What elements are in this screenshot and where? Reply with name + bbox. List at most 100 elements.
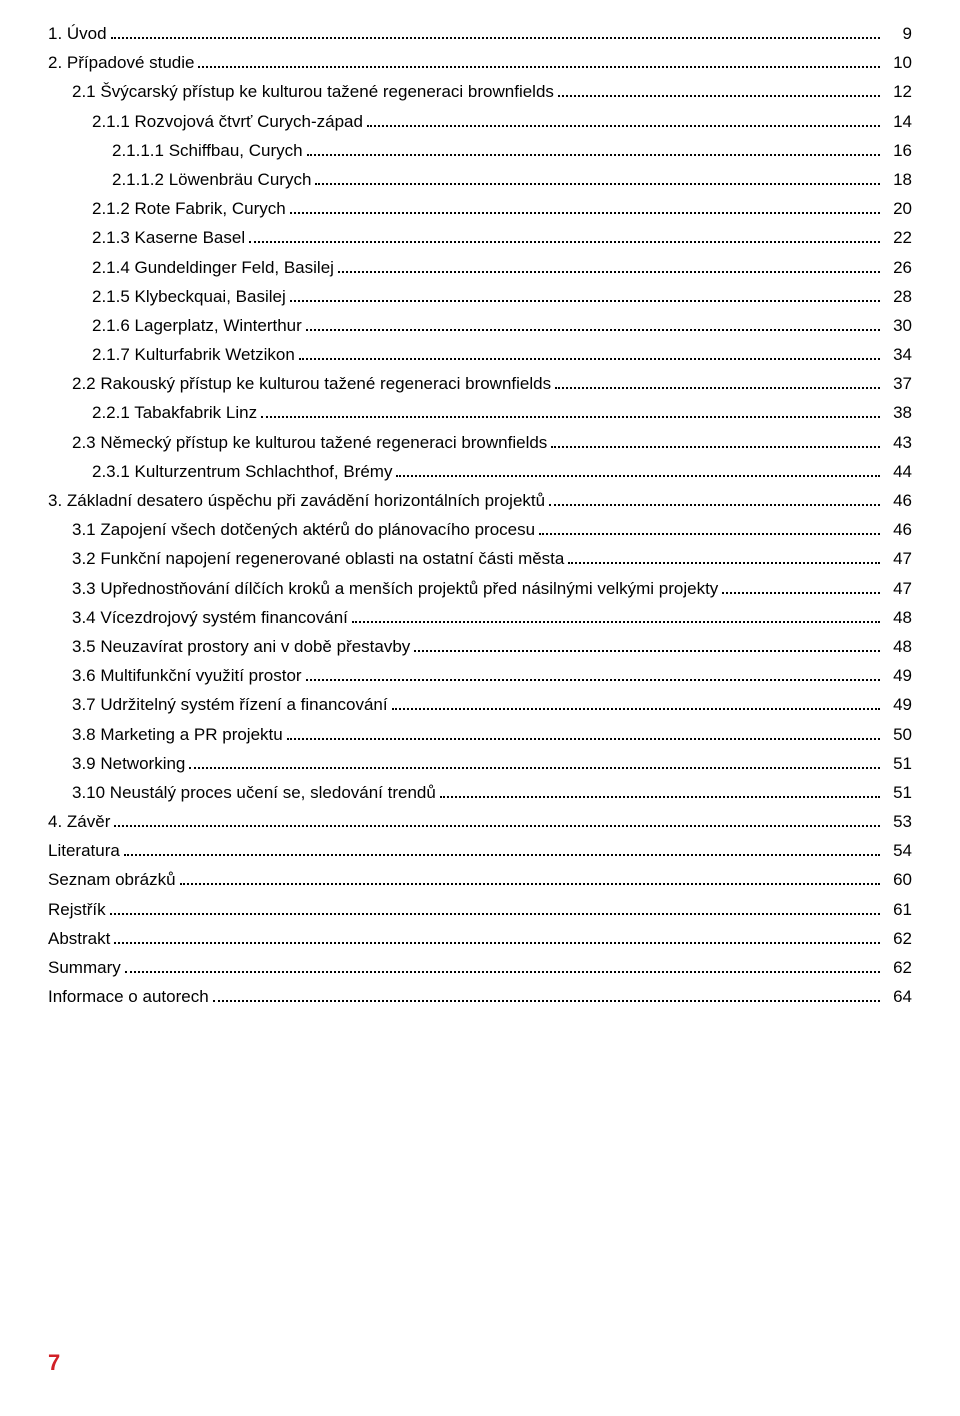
toc-dot-leader	[124, 847, 880, 857]
toc-title: 2.1 Švýcarský přístup ke kulturou tažené…	[72, 78, 554, 105]
toc-dot-leader	[125, 963, 880, 973]
toc-dot-leader	[352, 613, 880, 623]
toc-title: 2.1.3 Kaserne Basel	[92, 224, 245, 251]
toc-dot-leader	[213, 993, 880, 1003]
toc-page: 62	[884, 954, 912, 981]
toc-row: Rejstřík 61	[48, 896, 912, 923]
toc-row: 3.4 Vícezdrojový systém financování 48	[48, 604, 912, 631]
toc-title: Informace o autorech	[48, 983, 209, 1010]
toc-row: 2.1.4 Gundeldinger Feld, Basilej26	[48, 254, 912, 281]
toc-row: 3.10 Neustálý proces učení se, sledování…	[48, 779, 912, 806]
toc-title: 3.1 Zapojení všech dotčených aktérů do p…	[72, 516, 535, 543]
toc-title: 3.6 Multifunkční využití prostor	[72, 662, 302, 689]
toc-dot-leader	[114, 817, 880, 827]
toc-dot-leader	[551, 438, 880, 448]
toc-dot-leader	[111, 29, 880, 39]
toc-page: 49	[884, 662, 912, 689]
toc-page: 37	[884, 370, 912, 397]
toc-row: 2.1.1 Rozvojová čtvrť Curych-západ14	[48, 108, 912, 135]
toc-page: 62	[884, 925, 912, 952]
toc-row: 3. Základní desatero úspěchu při zaváděn…	[48, 487, 912, 514]
toc-page: 60	[884, 866, 912, 893]
toc-row: Seznam obrázků60	[48, 866, 912, 893]
toc-title: 2.1.6 Lagerplatz, Winterthur	[92, 312, 302, 339]
toc-dot-leader	[198, 59, 880, 69]
toc-page: 46	[884, 487, 912, 514]
toc-dot-leader	[315, 175, 880, 185]
toc-row: 2.1.3 Kaserne Basel22	[48, 224, 912, 251]
toc-page: 16	[884, 137, 912, 164]
toc-title: Rejstřík	[48, 896, 106, 923]
toc-page: 12	[884, 78, 912, 105]
toc-row: 2.1.1.2 Löwenbräu Curych18	[48, 166, 912, 193]
toc-dot-leader	[568, 555, 880, 565]
toc-row: 3.1 Zapojení všech dotčených aktérů do p…	[48, 516, 912, 543]
toc-page: 38	[884, 399, 912, 426]
toc-page: 61	[884, 896, 912, 923]
toc-page: 43	[884, 429, 912, 456]
toc-title: 3.7 Udržitelný systém řízení a financová…	[72, 691, 388, 718]
toc-dot-leader	[414, 642, 880, 652]
toc-title: 2.1.7 Kulturfabrik Wetzikon	[92, 341, 295, 368]
toc-row: 3.3 Upřednostňování dílčích kroků a menš…	[48, 575, 912, 602]
toc-row: 2.3.1 Kulturzentrum Schlachthof, Brémy 44	[48, 458, 912, 485]
toc-dot-leader	[180, 876, 880, 886]
toc-title: 2.3.1 Kulturzentrum Schlachthof, Brémy	[92, 458, 392, 485]
toc-page: 9	[884, 20, 912, 47]
toc-dot-leader	[114, 934, 880, 944]
toc-row: 3.5 Neuzavírat prostory ani v době přest…	[48, 633, 912, 660]
toc-dot-leader	[392, 701, 880, 711]
toc-title: 2.2.1 Tabakfabrik Linz	[92, 399, 257, 426]
toc-dot-leader	[558, 88, 880, 98]
toc-title: 2.3 Německý přístup ke kulturou tažené r…	[72, 429, 547, 456]
toc-row: 2.2 Rakouský přístup ke kulturou tažené …	[48, 370, 912, 397]
toc-page: 48	[884, 633, 912, 660]
toc-row: 3.9 Networking51	[48, 750, 912, 777]
toc-row: Literatura54	[48, 837, 912, 864]
toc-page: 44	[884, 458, 912, 485]
toc-title: 2.2 Rakouský přístup ke kulturou tažené …	[72, 370, 551, 397]
toc-dot-leader	[440, 788, 880, 798]
toc-dot-leader	[549, 496, 880, 506]
toc-row: 4. Závěr53	[48, 808, 912, 835]
toc-page: 20	[884, 195, 912, 222]
toc-page: 46	[884, 516, 912, 543]
toc-page: 51	[884, 779, 912, 806]
toc-page: 49	[884, 691, 912, 718]
toc-dot-leader	[396, 467, 880, 477]
toc-title: 2.1.1 Rozvojová čtvrť Curych-západ	[92, 108, 363, 135]
toc-row: 3.2 Funkční napojení regenerované oblast…	[48, 545, 912, 572]
toc-page: 48	[884, 604, 912, 631]
toc-title: 2.1.5 Klybeckquai, Basilej	[92, 283, 286, 310]
toc-title: 3.4 Vícezdrojový systém financování	[72, 604, 348, 631]
toc-dot-leader	[539, 526, 880, 536]
toc-title: Summary	[48, 954, 121, 981]
toc-title: Abstrakt	[48, 925, 110, 952]
toc-title: 2. Případové studie	[48, 49, 194, 76]
toc-title: 3. Základní desatero úspěchu při zaváděn…	[48, 487, 545, 514]
toc-row: 2.1 Švýcarský přístup ke kulturou tažené…	[48, 78, 912, 105]
toc-row: 2.3 Německý přístup ke kulturou tažené r…	[48, 429, 912, 456]
toc-title: 1. Úvod	[48, 20, 107, 47]
toc-title: 3.2 Funkční napojení regenerované oblast…	[72, 545, 564, 572]
toc-page: 64	[884, 983, 912, 1010]
toc-dot-leader	[249, 234, 880, 244]
toc-dot-leader	[338, 263, 880, 273]
toc-dot-leader	[306, 321, 880, 331]
toc-row: 2.1.2 Rote Fabrik, Curych20	[48, 195, 912, 222]
toc-page: 26	[884, 254, 912, 281]
toc-dot-leader	[287, 730, 880, 740]
toc-title: 3.10 Neustálý proces učení se, sledování…	[72, 779, 436, 806]
toc-dot-leader	[299, 350, 880, 360]
toc-dot-leader	[367, 117, 880, 127]
toc-dot-leader	[290, 204, 880, 214]
toc-page: 53	[884, 808, 912, 835]
toc-dot-leader	[307, 146, 880, 156]
toc-title: 3.3 Upřednostňování dílčích kroků a menš…	[72, 575, 718, 602]
toc-page: 47	[884, 545, 912, 572]
toc-row: 3.6 Multifunkční využití prostor 49	[48, 662, 912, 689]
toc-page: 51	[884, 750, 912, 777]
toc-title: Literatura	[48, 837, 120, 864]
toc-page: 50	[884, 721, 912, 748]
page-number: 7	[48, 1350, 912, 1376]
